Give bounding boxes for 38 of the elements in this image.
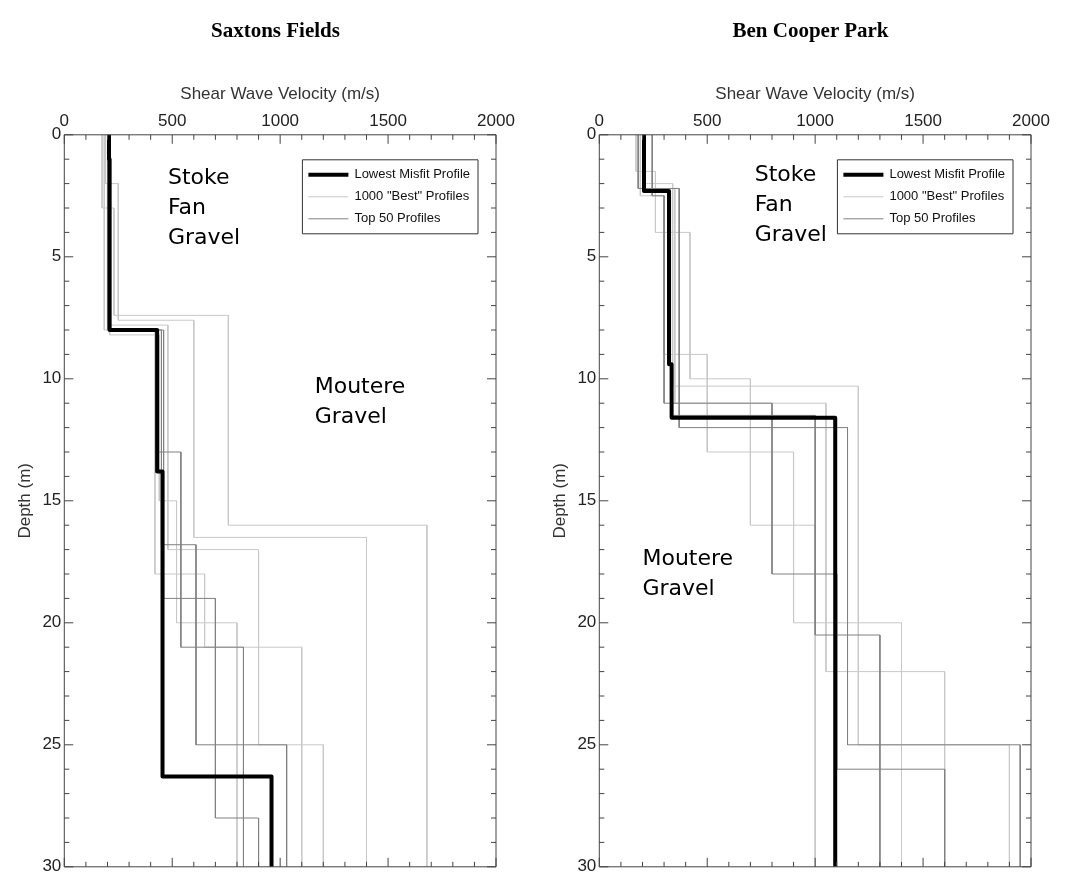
x-tick-label: 2000 [476, 111, 515, 131]
x-tick-label: 1500 [903, 111, 942, 131]
x-tick-label: 1000 [260, 111, 299, 131]
y-tick-label: 15 [41, 490, 61, 510]
legend-label: 1000 "Best" Profiles [888, 188, 1005, 204]
x-tick-label: 1000 [795, 111, 834, 131]
legend-label: Lowest Misfit Profile [888, 166, 1005, 182]
chart-title: Saxtons Fields [210, 17, 340, 44]
y-tick-label: 10 [576, 368, 596, 388]
annotation: Stoke Fan Gravel [754, 160, 827, 246]
x-tick-label: 500 [157, 111, 186, 131]
y-axis-title: Depth (m) [14, 463, 34, 539]
y-tick-label: 20 [41, 612, 61, 632]
annotation: Moutere Gravel [314, 373, 405, 429]
y-tick-label: 5 [51, 246, 61, 266]
y-tick-label: 0 [51, 124, 61, 144]
x-axis-title: Shear Wave Velocity (m/s) [179, 83, 380, 103]
y-tick-label: 30 [576, 856, 596, 876]
y-tick-label: 20 [576, 612, 596, 632]
chart-title: Ben Cooper Park [731, 17, 889, 44]
x-axis-title: Shear Wave Velocity (m/s) [714, 83, 915, 103]
y-tick-label: 25 [41, 734, 61, 754]
annotation: Stoke Fan Gravel [167, 164, 240, 250]
x-tick-label: 500 [692, 111, 721, 131]
x-tick-label: 2000 [1011, 111, 1050, 131]
y-tick-label: 25 [576, 734, 596, 754]
y-axis-title: Depth (m) [549, 463, 569, 539]
legend-label: Top 50 Profiles [353, 210, 441, 226]
x-tick-label: 1500 [368, 111, 407, 131]
legend-label: Top 50 Profiles [888, 210, 976, 226]
y-tick-label: 10 [41, 368, 61, 388]
y-tick-label: 5 [586, 246, 596, 266]
legend-label: Lowest Misfit Profile [353, 166, 470, 182]
annotation: Moutere Gravel [641, 545, 733, 601]
y-tick-label: 15 [576, 490, 596, 510]
legend-label: 1000 "Best" Profiles [353, 188, 470, 204]
y-tick-label: 30 [41, 856, 61, 876]
y-tick-label: 0 [586, 124, 596, 144]
